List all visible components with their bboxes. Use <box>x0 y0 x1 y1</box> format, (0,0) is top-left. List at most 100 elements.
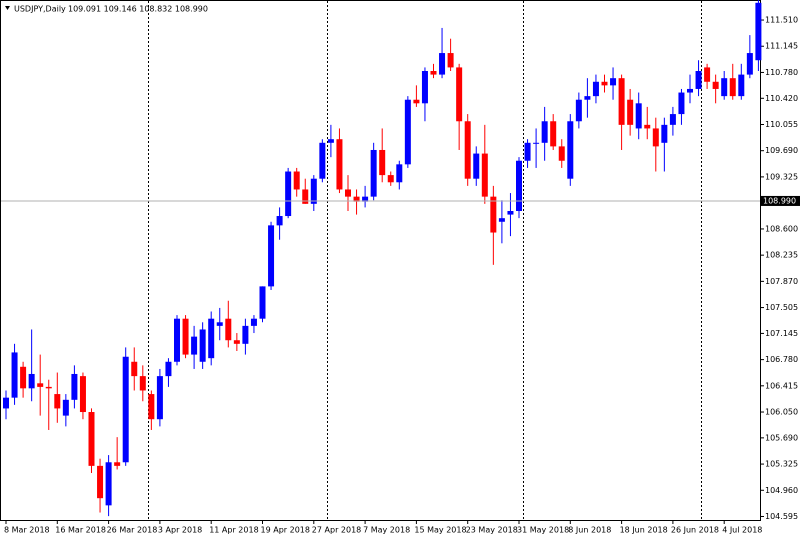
y-tick-label: 104.960 <box>765 486 798 495</box>
candle-body <box>644 124 651 129</box>
y-tick-label: 106.780 <box>765 355 798 364</box>
candle-body <box>148 394 155 420</box>
candle-body <box>71 373 78 400</box>
x-tick-label: 4 Jul 2018 <box>722 526 762 535</box>
candle-body <box>97 465 104 499</box>
candle-body <box>199 329 206 362</box>
y-tick-label: 110.055 <box>765 120 798 129</box>
candle-body <box>404 99 411 165</box>
candle-body <box>336 139 343 190</box>
x-tick-label: 7 May 2018 <box>363 526 410 535</box>
candle-body <box>88 412 95 466</box>
y-tick-label: 106.050 <box>765 408 798 417</box>
candle-body <box>11 352 18 398</box>
y-tick-label: 109.325 <box>765 172 798 181</box>
y-tick-label: 108.600 <box>765 224 798 233</box>
candle-body <box>721 78 728 97</box>
x-tick-label: 8 Mar 2018 <box>4 526 50 535</box>
candle-body <box>216 322 223 326</box>
y-tick-label: 107.145 <box>765 329 798 338</box>
y-tick-label: 105.325 <box>765 460 798 469</box>
x-tick-label: 3 Apr 2018 <box>158 526 202 535</box>
candle-body <box>610 78 617 86</box>
candle-body <box>524 142 531 161</box>
x-tick-label: 19 Apr 2018 <box>261 526 310 535</box>
candle-body <box>165 361 172 377</box>
candle-body <box>678 92 685 115</box>
candle-body <box>704 67 711 82</box>
candle-body <box>456 67 463 122</box>
candle-body <box>79 376 86 413</box>
x-tick-label: 8 Jun 2018 <box>568 526 611 535</box>
candle-body <box>473 153 480 179</box>
candle-body <box>507 211 514 215</box>
x-tick-label: 16 Mar 2018 <box>55 526 106 535</box>
candle-body <box>370 149 377 197</box>
candle-body <box>362 196 369 202</box>
ohlc-info: 109.091 109.146 108.832 108.990 <box>68 5 208 14</box>
chart-title: USDJPY,Daily <box>14 5 66 14</box>
candle-body <box>225 318 232 341</box>
candle-body <box>276 216 283 226</box>
candle-body <box>242 325 249 344</box>
x-tick-label: 26 Mar 2018 <box>107 526 158 535</box>
candle-body <box>3 397 9 409</box>
candle-body <box>712 81 719 89</box>
candle-body <box>738 74 745 97</box>
current-price-box <box>760 195 800 206</box>
candle-body <box>379 149 386 176</box>
x-tick-label: 31 May 2018 <box>517 526 569 535</box>
x-tick-label: 26 Jun 2018 <box>671 526 719 535</box>
candle-body <box>516 160 522 212</box>
candle-body <box>575 99 582 122</box>
candle-body <box>259 286 266 319</box>
candle-body <box>550 121 557 147</box>
candle-body <box>567 121 574 179</box>
candle-body <box>174 318 180 362</box>
y-tick-label: 104.595 <box>765 512 798 521</box>
candle-body <box>122 356 129 463</box>
candle-body <box>592 81 599 97</box>
candle-body <box>345 189 351 197</box>
x-tick-label: 18 Jun 2018 <box>620 526 668 535</box>
candle-body <box>310 178 317 204</box>
candle-body <box>105 462 112 506</box>
candle-body <box>327 139 334 143</box>
y-tick-label: 107.870 <box>765 277 798 286</box>
period-separators <box>148 1 702 520</box>
candle-body <box>584 96 591 100</box>
y-tick-label: 107.505 <box>765 303 798 312</box>
candle-body <box>533 142 540 144</box>
candle-body <box>396 164 403 183</box>
y-tick-label: 111.145 <box>765 42 798 51</box>
candle-body <box>652 128 659 147</box>
candle-body <box>285 171 292 217</box>
candle-body <box>541 121 548 143</box>
y-tick-label: 110.780 <box>765 68 798 77</box>
current-price-label: 108.990 <box>763 196 796 205</box>
candle-body <box>413 99 420 104</box>
candle-body <box>729 78 736 97</box>
candle-body <box>233 340 240 344</box>
candle-body <box>669 114 676 125</box>
candle-body <box>208 318 215 359</box>
y-tick-label: 108.235 <box>765 251 798 260</box>
candle-body <box>182 318 189 355</box>
candle-body <box>131 361 138 377</box>
candle-body <box>28 373 35 389</box>
y-tick-label: 111.510 <box>765 16 798 25</box>
candle-body <box>627 99 634 125</box>
candle-body <box>695 71 702 89</box>
menu-arrow[interactable] <box>5 6 10 10</box>
candle-body <box>54 394 61 409</box>
candle-body <box>430 71 437 75</box>
candle-body <box>464 121 471 179</box>
y-tick-label: 105.690 <box>765 433 798 442</box>
candle-body <box>139 376 146 391</box>
candle-body <box>558 146 565 161</box>
x-tick-label: 15 May 2018 <box>414 526 466 535</box>
y-tick-label: 109.690 <box>765 146 798 155</box>
candle-body <box>746 53 753 75</box>
x-tick-label: 11 Apr 2018 <box>209 526 258 535</box>
candle-body <box>156 376 163 420</box>
